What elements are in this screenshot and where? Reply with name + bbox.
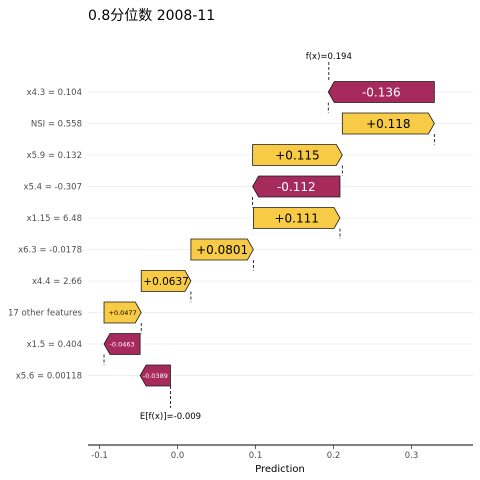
bar-value-label: +0.118	[366, 117, 410, 131]
waterfall-bar	[103, 333, 141, 355]
feature-label: x4.4 = 2.66	[32, 277, 82, 287]
x-tick-label: 0.3	[405, 451, 419, 461]
x-axis-label: Prediction	[255, 464, 305, 475]
x-tick-label: -0.1	[91, 451, 108, 461]
waterfall-bar	[327, 81, 435, 103]
feature-label: 17 other features	[8, 309, 83, 319]
label-layer: -0.136 x4.3 = 0.104 +0.118 NSI = 0.558 +0.11…	[8, 52, 411, 422]
feature-label: x5.6 = 0.00118	[16, 372, 82, 382]
feature-label: x1.15 = 6.48	[27, 214, 82, 224]
waterfall-bar	[341, 112, 435, 135]
waterfall-bar	[252, 207, 341, 229]
bar-value-label: +0.111	[274, 211, 318, 225]
feature-label: x6.3 = -0.0178	[18, 246, 82, 256]
feature-label: NSI = 0.558	[31, 120, 82, 130]
grid-layer	[88, 91, 473, 376]
x-tick-label: 0.0	[171, 451, 185, 461]
bar-value-label: +0.0477	[109, 309, 137, 317]
feature-label: x1.5 = 0.404	[27, 340, 82, 350]
waterfall-bar	[140, 270, 192, 292]
bar-value-label: -0.0463	[110, 340, 135, 348]
bar-value-label: -0.112	[277, 180, 316, 194]
waterfall-bar	[103, 301, 142, 324]
bar-value-label: +0.115	[275, 148, 319, 162]
prediction-label: f(x)=0.194	[306, 52, 352, 62]
waterfall-bar	[252, 175, 341, 198]
feature-label: x5.9 = 0.132	[27, 151, 82, 161]
bar-layer	[103, 62, 435, 408]
bar-value-label: -0.0389	[143, 372, 168, 380]
x-tick-label: 0.2	[327, 451, 341, 461]
waterfall-bar	[139, 364, 171, 387]
feature-label: x5.4 = -0.307	[24, 183, 82, 193]
waterfall-bar	[190, 238, 254, 261]
bar-value-label: +0.0801	[196, 243, 248, 257]
waterfall-bar	[252, 144, 343, 166]
x-axis: -0.1 0.0 0.1 0.2 0.3	[88, 444, 473, 461]
x-tick-label: 0.1	[249, 451, 263, 461]
base-value-label: E[f(x)]=-0.009	[140, 412, 201, 422]
chart-title: 0.8分位数 2008-11	[88, 8, 215, 24]
bar-value-label: -0.136	[362, 85, 401, 99]
feature-label: x4.3 = 0.104	[27, 88, 82, 98]
bar-value-label: +0.0637	[143, 276, 189, 288]
